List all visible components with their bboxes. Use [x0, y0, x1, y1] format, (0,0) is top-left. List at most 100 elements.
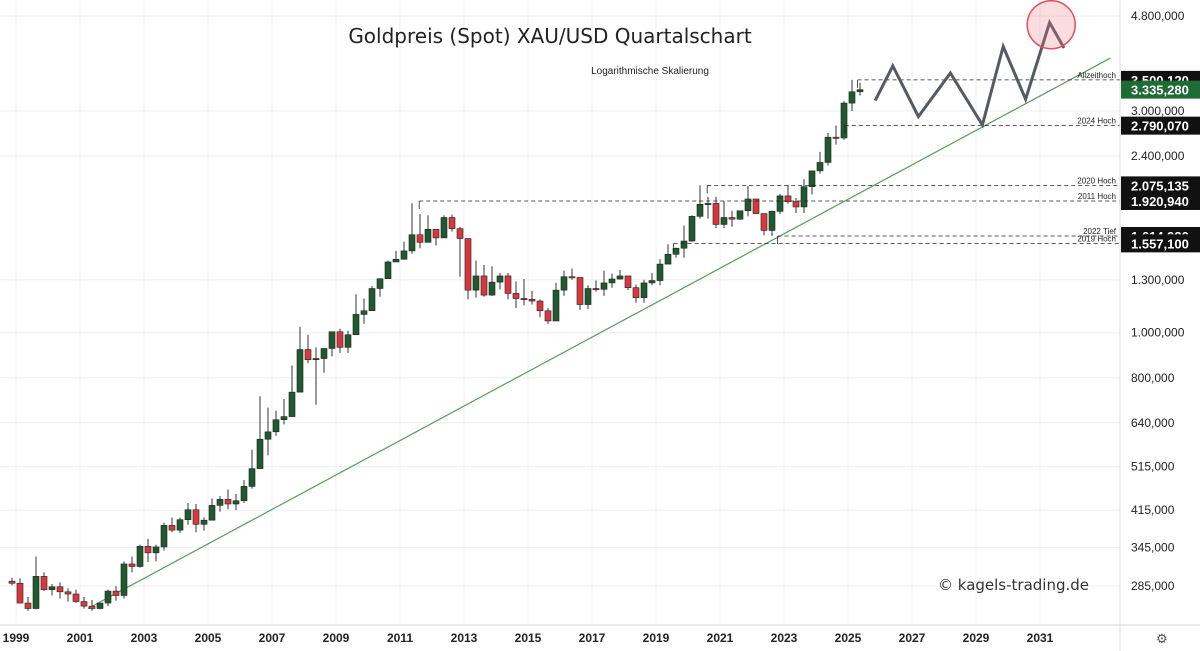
x-tick-label: 2019 [643, 631, 670, 645]
candle-body [104, 590, 112, 604]
x-tick-label: 1999 [3, 631, 30, 645]
candle-body [296, 349, 304, 393]
y-tick-label: 1.000,000 [1131, 326, 1185, 340]
x-tick-label: 2031 [1027, 631, 1054, 645]
level-price-label: 2.075,135 [1131, 178, 1189, 193]
candle-body [712, 203, 720, 225]
x-tick-label: 2015 [515, 631, 542, 645]
level-price-box [1121, 191, 1200, 210]
candle-body [368, 288, 376, 312]
candle-body [424, 228, 432, 243]
candle-body [592, 288, 600, 291]
chart-subtitle: Logarithmische Skalierung [591, 66, 709, 77]
candle-body [264, 431, 272, 440]
support-trendline [87, 57, 1111, 610]
candle-body [800, 186, 808, 208]
candle-body [776, 195, 784, 212]
candle-body [552, 289, 560, 322]
x-tick-label: 2029 [963, 631, 990, 645]
candle-body [784, 195, 792, 202]
candle-body [392, 258, 400, 263]
candles-group [8, 79, 864, 611]
x-tick-label: 2003 [131, 631, 158, 645]
x-tick-label: 2023 [771, 631, 798, 645]
candle-body [656, 263, 664, 281]
candle-body [360, 310, 368, 315]
level-label: 2019 Hoch [1077, 234, 1116, 243]
candle-body [792, 201, 800, 208]
candle-body [24, 602, 32, 609]
candle-body [736, 210, 744, 220]
x-tick-label: 2005 [195, 631, 222, 645]
candle-body [520, 298, 528, 300]
candle-body [168, 525, 176, 531]
candle-body [112, 590, 120, 596]
candle-body [56, 586, 64, 593]
y-tick-label: 640,000 [1131, 416, 1175, 430]
level-price-label: 1.557,100 [1131, 236, 1189, 251]
candle-body [664, 253, 672, 265]
candle-body [200, 519, 208, 525]
candle-body [384, 261, 392, 279]
x-tick-label: 2007 [259, 631, 286, 645]
candle-body [464, 238, 472, 291]
candle-body [440, 217, 448, 239]
projection-group [873, 0, 1076, 129]
candle-body [720, 217, 728, 225]
candle-body [400, 250, 408, 260]
candle-body [536, 300, 544, 312]
candle-body [128, 563, 136, 567]
level-price-label: 3.335,280 [1131, 83, 1189, 98]
x-tick-label: 2025 [835, 631, 862, 645]
y-tick-label: 345,000 [1131, 541, 1175, 555]
gridlines [0, 0, 1120, 625]
candle-body [272, 419, 280, 433]
candle-body [808, 170, 816, 187]
candle-body [288, 391, 296, 417]
candle-body [816, 162, 824, 172]
candle-body [408, 234, 416, 252]
candle-body [568, 276, 576, 279]
y-tick-label: 4.800,000 [1131, 9, 1185, 23]
candle-body [80, 601, 88, 607]
y-tick-label: 800,000 [1131, 371, 1175, 385]
candle-body [488, 281, 496, 296]
level-label: Allzeithoch [1077, 71, 1116, 80]
level-price-box [1121, 176, 1200, 195]
y-tick-label: 285,000 [1131, 579, 1175, 593]
candle-body [752, 198, 760, 214]
candle-body [40, 576, 48, 590]
settings-gear-icon[interactable]: ⚙ [1156, 631, 1168, 646]
candle-body [432, 228, 440, 239]
candle-body [472, 275, 480, 291]
candle-body [320, 348, 328, 359]
candle-body [352, 314, 360, 336]
candle-body [232, 500, 240, 505]
candle-body [96, 602, 104, 609]
candle-body [16, 582, 24, 604]
candle-body [480, 275, 488, 296]
level-price-box [1121, 80, 1200, 99]
candle-body [72, 593, 80, 602]
candle-body [312, 358, 320, 361]
candle-body [824, 136, 832, 163]
y-tick-label: 1.300,000 [1131, 273, 1185, 287]
candle-body [648, 280, 656, 284]
candle-body [512, 293, 520, 299]
level-price-box [1121, 116, 1200, 135]
candle-body [576, 277, 584, 305]
candle-body [504, 275, 512, 294]
x-tick-label: 2011 [387, 631, 413, 645]
y-tick-label: 2.400,000 [1131, 149, 1185, 163]
candle-body [704, 203, 712, 205]
candle-body [448, 217, 456, 229]
candle-body [616, 275, 624, 280]
candle-body [136, 546, 144, 567]
y-tick-label: 515,000 [1131, 460, 1175, 474]
candle-body [344, 334, 352, 348]
candle-body [544, 310, 552, 322]
candle-body [624, 275, 632, 288]
x-tick-label: 2009 [323, 631, 350, 645]
